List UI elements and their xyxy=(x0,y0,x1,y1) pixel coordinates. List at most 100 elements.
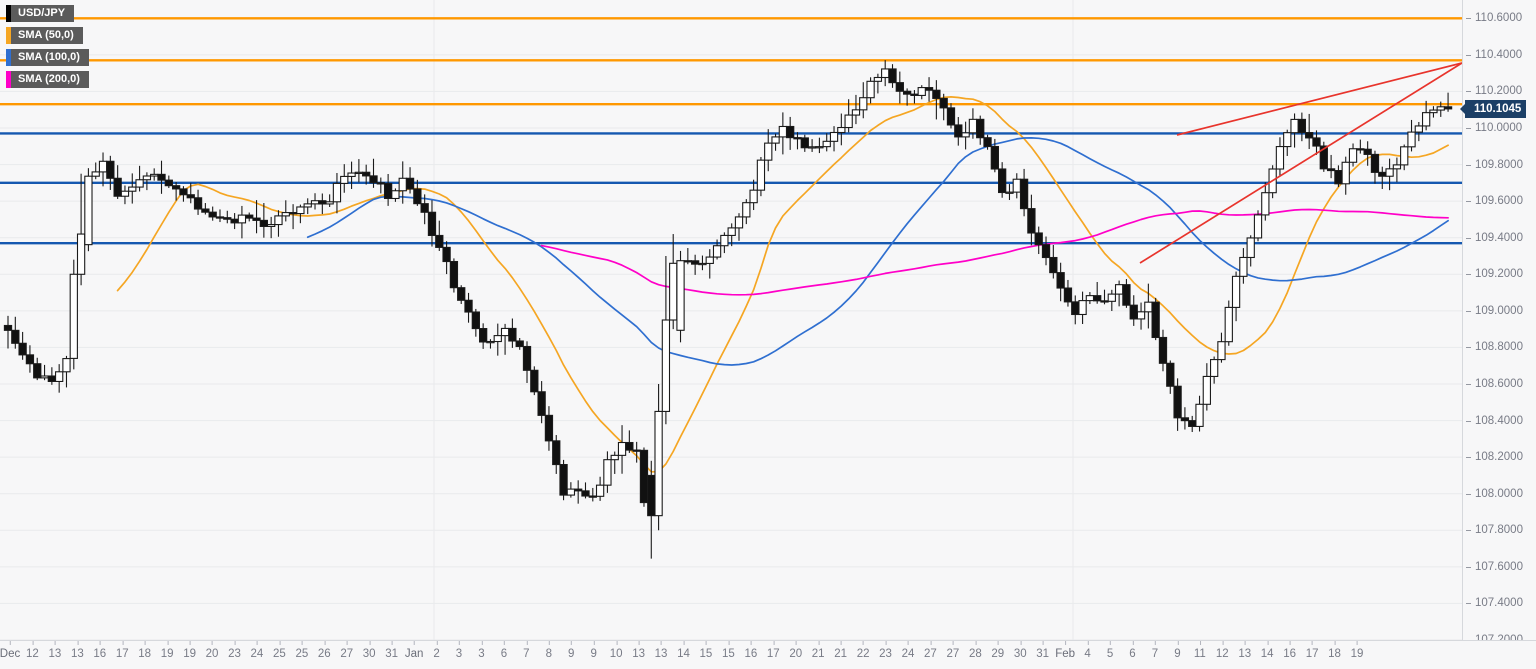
candlestick[interactable] xyxy=(1114,280,1124,307)
candlestick[interactable] xyxy=(932,80,941,120)
candlestick[interactable] xyxy=(1363,141,1372,166)
candlestick[interactable] xyxy=(552,435,561,474)
candlestick[interactable] xyxy=(310,193,320,210)
candlestick[interactable] xyxy=(851,94,861,125)
candlestick[interactable] xyxy=(91,162,100,180)
price-axis[interactable]: 110.6000 110.4000 110.2000 110.0000 109.8000… xyxy=(1459,0,1536,646)
candlestick[interactable] xyxy=(288,204,298,230)
candlestick[interactable] xyxy=(40,364,49,381)
candlestick[interactable] xyxy=(1202,363,1211,411)
candlestick[interactable] xyxy=(1326,154,1336,179)
candlestick[interactable] xyxy=(471,308,480,337)
candlestick[interactable] xyxy=(822,133,831,152)
candlestick[interactable] xyxy=(245,212,254,222)
candlestick[interactable] xyxy=(193,189,203,215)
candlestick[interactable] xyxy=(1034,226,1043,255)
candlestick[interactable] xyxy=(1378,166,1387,189)
candlestick[interactable] xyxy=(1027,194,1036,246)
candlestick[interactable] xyxy=(625,430,634,453)
candlestick[interactable] xyxy=(705,249,714,279)
candlestick[interactable] xyxy=(1188,415,1197,433)
candlestick[interactable] xyxy=(800,134,809,152)
candlestick[interactable] xyxy=(1341,156,1350,195)
candlestick[interactable] xyxy=(559,459,568,501)
candlestick[interactable] xyxy=(712,239,722,260)
candlestick[interactable] xyxy=(1231,271,1241,322)
candlestick[interactable] xyxy=(164,175,173,189)
candlestick[interactable] xyxy=(844,99,853,133)
candlestick[interactable] xyxy=(186,182,195,204)
candlestick[interactable] xyxy=(1283,129,1292,156)
candlestick[interactable] xyxy=(449,258,459,293)
candlestick[interactable] xyxy=(347,161,356,189)
candlestick[interactable] xyxy=(698,255,707,271)
candlestick[interactable] xyxy=(1056,262,1065,302)
candlestick[interactable] xyxy=(1107,289,1116,312)
candlestick[interactable] xyxy=(749,179,758,211)
candlestick[interactable] xyxy=(1305,113,1314,150)
candlestick[interactable] xyxy=(595,476,605,501)
candlestick[interactable] xyxy=(990,138,999,173)
candlestick[interactable] xyxy=(895,71,904,104)
candlestick[interactable] xyxy=(1136,302,1146,330)
candlestick[interactable] xyxy=(720,232,729,254)
candlestick[interactable] xyxy=(18,331,27,360)
candlestick[interactable] xyxy=(252,200,261,234)
candlestick[interactable] xyxy=(486,339,495,349)
candlestick[interactable] xyxy=(391,188,400,202)
candlestick[interactable] xyxy=(208,206,217,221)
candlestick[interactable] xyxy=(1019,168,1029,217)
candlestick[interactable] xyxy=(142,172,152,191)
candlestick[interactable] xyxy=(362,164,371,185)
candlestick[interactable] xyxy=(734,213,744,241)
candlestick[interactable] xyxy=(610,451,619,474)
candlestick[interactable] xyxy=(1144,283,1153,329)
candlestick[interactable] xyxy=(939,93,948,121)
candlestick[interactable] xyxy=(837,113,846,146)
legend-item-sma200[interactable]: SMA (200,0) xyxy=(6,71,89,88)
candlestick[interactable] xyxy=(1400,144,1409,171)
candlestick[interactable] xyxy=(1348,143,1358,167)
candlestick[interactable] xyxy=(1158,329,1168,372)
candlestick[interactable] xyxy=(786,116,795,150)
candlestick[interactable] xyxy=(128,173,137,204)
candlestick[interactable] xyxy=(201,203,210,215)
candlestick[interactable] xyxy=(237,205,247,239)
candlestick[interactable] xyxy=(961,121,970,150)
candlestick[interactable] xyxy=(778,112,788,155)
candlestick[interactable] xyxy=(727,223,736,247)
candlestick[interactable] xyxy=(500,323,510,355)
candlestick[interactable] xyxy=(508,318,517,348)
candlestick[interactable] xyxy=(98,152,108,187)
candlestick[interactable] xyxy=(113,165,122,199)
legend-item-sma50[interactable]: SMA (50,0) xyxy=(6,27,89,44)
candlestick[interactable] xyxy=(1429,106,1438,118)
candlestick[interactable] xyxy=(427,200,437,247)
candlestick[interactable] xyxy=(522,341,532,383)
candlestick[interactable] xyxy=(1297,112,1307,142)
candlestick[interactable] xyxy=(829,126,839,152)
candlestick[interactable] xyxy=(756,156,766,197)
candlestick[interactable] xyxy=(1385,158,1394,191)
candlestick[interactable] xyxy=(603,451,612,493)
candlestick[interactable] xyxy=(340,164,349,193)
candlestick[interactable] xyxy=(1275,137,1285,176)
candlestick[interactable] xyxy=(1195,395,1204,432)
candlestick[interactable] xyxy=(976,115,985,145)
candlestick[interactable] xyxy=(764,129,773,172)
candlestick[interactable] xyxy=(873,73,883,94)
candlestick[interactable] xyxy=(998,162,1007,198)
candlestick[interactable] xyxy=(1151,297,1160,341)
candlestick[interactable] xyxy=(1290,113,1299,148)
candlestick[interactable] xyxy=(259,203,268,238)
candlestick[interactable] xyxy=(669,234,678,330)
candlestick[interactable] xyxy=(566,482,576,498)
candlestick[interactable] xyxy=(1261,182,1270,221)
candlestick[interactable] xyxy=(1356,139,1365,154)
candlestick[interactable] xyxy=(1012,173,1021,199)
candlestick[interactable] xyxy=(464,292,473,323)
candlestick[interactable] xyxy=(515,337,524,350)
legend-item-sma100[interactable]: SMA (100,0) xyxy=(6,49,89,66)
candlestick[interactable] xyxy=(1253,210,1263,242)
candlestick[interactable] xyxy=(866,77,875,104)
